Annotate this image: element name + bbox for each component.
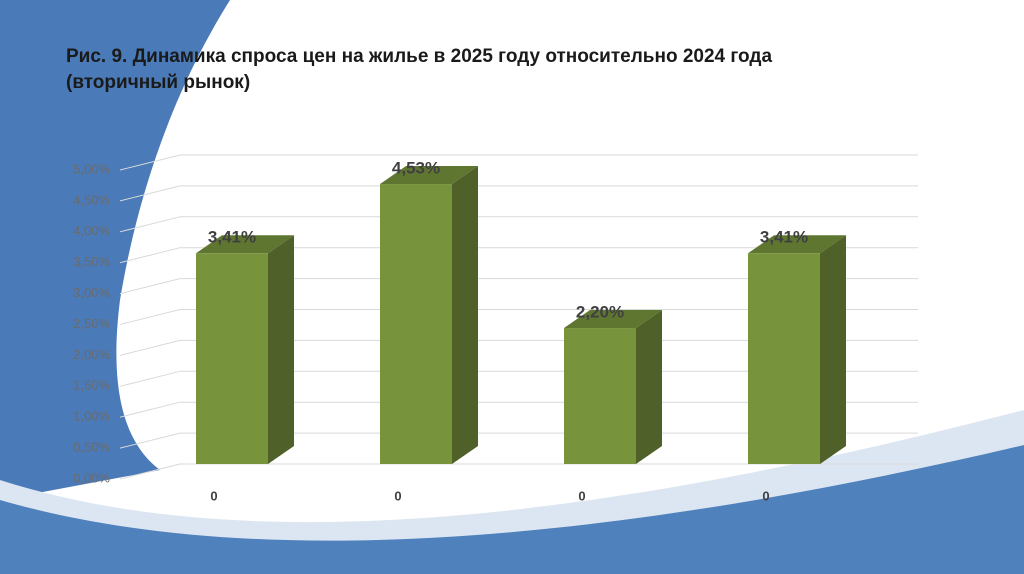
bar-top	[748, 235, 846, 254]
y-tick-label: 3,00%	[73, 285, 110, 300]
x-tick-label: 0	[394, 488, 401, 503]
value-label: 2,20%	[576, 303, 624, 322]
x-tick-label: 0	[210, 488, 217, 503]
grid-line	[119, 185, 181, 202]
y-tick-label: 1,50%	[73, 378, 110, 393]
grid-line	[119, 370, 181, 387]
background-shape	[0, 0, 230, 500]
y-tick-label: 2,50%	[73, 316, 110, 331]
value-label: 4,53%	[392, 159, 440, 178]
bar-top	[196, 235, 294, 254]
grid-line	[119, 154, 181, 171]
y-tick-label: 0,50%	[73, 440, 110, 455]
y-tick-label: 0,00%	[73, 470, 110, 485]
bar-top	[380, 166, 478, 185]
background-shape	[0, 445, 1024, 574]
y-tick-label: 1,00%	[73, 409, 110, 424]
x-tick-label: 0	[578, 488, 585, 503]
value-label: 3,41%	[208, 228, 256, 247]
bar	[380, 184, 452, 464]
bar-top	[564, 310, 662, 329]
grid-line	[119, 432, 181, 449]
grid-line	[119, 339, 181, 356]
x-tick-label: 0	[762, 488, 769, 503]
grid-line	[119, 247, 181, 264]
bar	[748, 253, 820, 464]
grid-line	[119, 463, 181, 480]
value-label: 3,41%	[760, 228, 808, 247]
bar-side	[452, 166, 478, 464]
grid-line	[119, 401, 181, 418]
bar-side	[636, 310, 662, 464]
grid-line	[119, 309, 181, 325]
y-tick-label: 3,50%	[73, 254, 110, 269]
grid-line	[119, 278, 181, 295]
y-tick-label: 4,00%	[73, 223, 110, 238]
y-tick-label: 5,00%	[73, 161, 110, 176]
y-tick-label: 2,00%	[73, 347, 110, 362]
chart-title: Рис. 9. Динамика спроса цен на жилье в 2…	[66, 46, 773, 93]
bar	[564, 328, 636, 464]
y-tick-label: 4,50%	[73, 192, 110, 207]
bar	[196, 253, 268, 464]
bar-side	[268, 235, 294, 464]
grid-line	[119, 216, 181, 233]
bar-side	[820, 235, 846, 464]
